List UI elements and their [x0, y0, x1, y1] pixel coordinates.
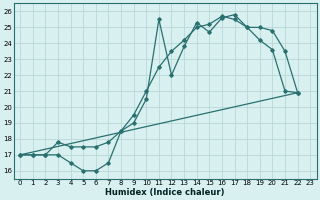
X-axis label: Humidex (Indice chaleur): Humidex (Indice chaleur)	[106, 188, 225, 197]
